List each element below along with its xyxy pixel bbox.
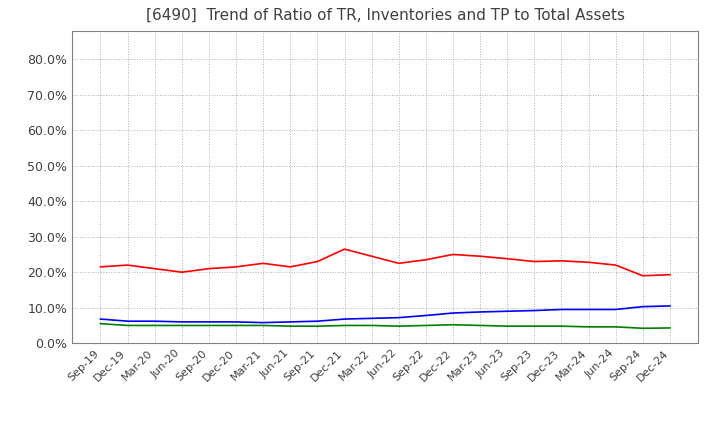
Inventories <box>611 307 620 312</box>
Inventories <box>530 308 539 313</box>
Inventories <box>150 319 159 324</box>
Inventories <box>557 307 566 312</box>
Inventories <box>395 315 403 320</box>
Trade Payables <box>232 323 240 328</box>
Inventories <box>665 303 674 308</box>
Trade Payables <box>611 324 620 330</box>
Inventories <box>421 313 430 318</box>
Inventories <box>584 307 593 312</box>
Trade Payables <box>178 323 186 328</box>
Inventories <box>96 316 105 322</box>
Trade Payables <box>584 324 593 330</box>
Title: [6490]  Trend of Ratio of TR, Inventories and TP to Total Assets: [6490] Trend of Ratio of TR, Inventories… <box>145 7 625 23</box>
Trade Payables <box>286 323 294 329</box>
Trade Receivables <box>232 264 240 270</box>
Line: Inventories: Inventories <box>101 306 670 323</box>
Trade Receivables <box>341 246 349 252</box>
Trade Receivables <box>395 260 403 266</box>
Line: Trade Payables: Trade Payables <box>101 324 670 328</box>
Trade Payables <box>665 325 674 330</box>
Trade Payables <box>449 322 457 327</box>
Inventories <box>341 316 349 322</box>
Trade Receivables <box>96 264 105 270</box>
Trade Payables <box>313 323 322 329</box>
Trade Payables <box>421 323 430 328</box>
Inventories <box>286 319 294 325</box>
Trade Receivables <box>584 260 593 265</box>
Trade Receivables <box>313 259 322 264</box>
Trade Payables <box>367 323 376 328</box>
Trade Payables <box>204 323 213 328</box>
Inventories <box>259 320 268 325</box>
Trade Payables <box>395 323 403 329</box>
Trade Receivables <box>665 272 674 277</box>
Trade Receivables <box>367 253 376 259</box>
Inventories <box>204 319 213 325</box>
Trade Payables <box>530 323 539 329</box>
Inventories <box>639 304 647 309</box>
Trade Receivables <box>557 258 566 264</box>
Trade Receivables <box>421 257 430 262</box>
Trade Payables <box>503 323 511 329</box>
Trade Receivables <box>476 253 485 259</box>
Inventories <box>123 319 132 324</box>
Inventories <box>503 308 511 314</box>
Inventories <box>449 310 457 315</box>
Trade Payables <box>259 323 268 328</box>
Trade Receivables <box>449 252 457 257</box>
Trade Receivables <box>204 266 213 271</box>
Inventories <box>178 319 186 325</box>
Trade Receivables <box>123 262 132 268</box>
Trade Receivables <box>150 266 159 271</box>
Trade Receivables <box>259 260 268 266</box>
Trade Payables <box>96 321 105 326</box>
Trade Payables <box>150 323 159 328</box>
Trade Payables <box>123 323 132 328</box>
Inventories <box>367 316 376 321</box>
Trade Receivables <box>639 273 647 279</box>
Trade Payables <box>639 326 647 331</box>
Trade Receivables <box>530 259 539 264</box>
Inventories <box>232 319 240 325</box>
Trade Payables <box>341 323 349 328</box>
Trade Receivables <box>178 270 186 275</box>
Trade Payables <box>476 323 485 328</box>
Trade Receivables <box>611 262 620 268</box>
Trade Receivables <box>503 256 511 261</box>
Trade Receivables <box>286 264 294 270</box>
Inventories <box>313 319 322 324</box>
Line: Trade Receivables: Trade Receivables <box>101 249 670 276</box>
Inventories <box>476 309 485 315</box>
Trade Payables <box>557 323 566 329</box>
